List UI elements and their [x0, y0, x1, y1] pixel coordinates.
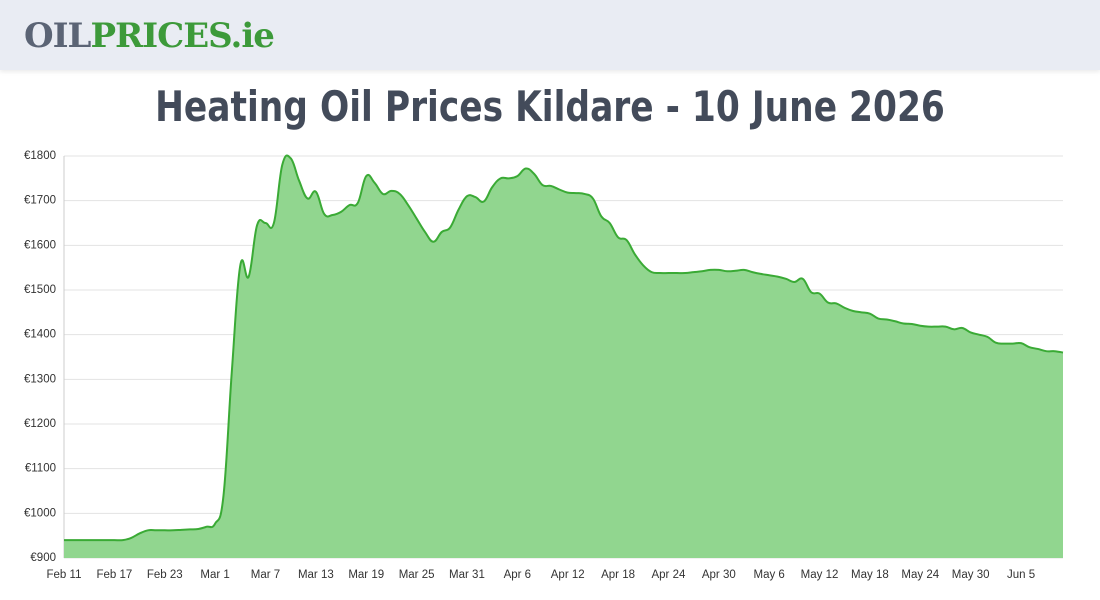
x-tick-label: Apr 18 [601, 569, 635, 581]
y-tick-label: €1300 [24, 373, 56, 385]
x-tick-label: Mar 1 [200, 569, 229, 581]
x-tick-label: May 24 [901, 569, 939, 581]
x-tick-label: Mar 25 [399, 569, 435, 581]
x-tick-label: Feb 17 [96, 569, 132, 581]
x-tick-label: Apr 6 [504, 569, 532, 581]
x-tick-label: Feb 11 [47, 569, 82, 581]
x-tick-label: Apr 30 [702, 569, 736, 581]
y-tick-label: €1500 [24, 284, 56, 296]
y-tick-label: €1400 [24, 329, 56, 341]
header-bar: OILPRICES.ie [0, 0, 1100, 70]
x-tick-label: Apr 24 [651, 569, 685, 581]
price-line [64, 154, 1064, 542]
x-tick-label: Mar 7 [251, 569, 280, 581]
x-tick-label: May 12 [801, 569, 839, 581]
y-tick-label: €1700 [24, 195, 56, 207]
y-tick-label: €1200 [24, 418, 56, 430]
logo-part: OIL [24, 16, 91, 56]
x-tick-label: Apr 12 [551, 569, 585, 581]
logo-part: PRICES.ie [90, 16, 274, 56]
x-tick-label: Mar 19 [348, 569, 384, 581]
y-tick-label: €1100 [25, 463, 56, 475]
logo[interactable]: OILPRICES.ie [24, 16, 275, 56]
x-tick-label: May 6 [754, 569, 785, 581]
area-fill [64, 155, 1063, 558]
x-tick-label: Feb 23 [147, 569, 183, 581]
x-tick-label: May 18 [851, 569, 889, 581]
x-tick-label: Jun 5 [1007, 569, 1035, 581]
chart-title: Heating Oil Prices Kildare - 10 June 202… [155, 82, 945, 131]
y-tick-label: €1600 [24, 239, 56, 251]
x-tick-label: Mar 31 [449, 569, 485, 581]
x-tick-label: Mar 13 [298, 569, 334, 581]
y-tick-label: €1000 [24, 507, 56, 519]
y-tick-label: €1800 [24, 150, 56, 162]
x-tick-label: May 30 [952, 569, 990, 581]
y-tick-label: €900 [30, 552, 56, 564]
